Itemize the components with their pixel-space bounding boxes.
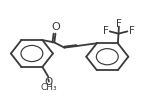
Text: F: F xyxy=(103,26,108,36)
Text: CH₃: CH₃ xyxy=(41,83,57,92)
Text: F: F xyxy=(129,26,135,36)
Text: O: O xyxy=(44,77,52,87)
Text: F: F xyxy=(116,19,122,29)
Text: O: O xyxy=(51,22,60,32)
